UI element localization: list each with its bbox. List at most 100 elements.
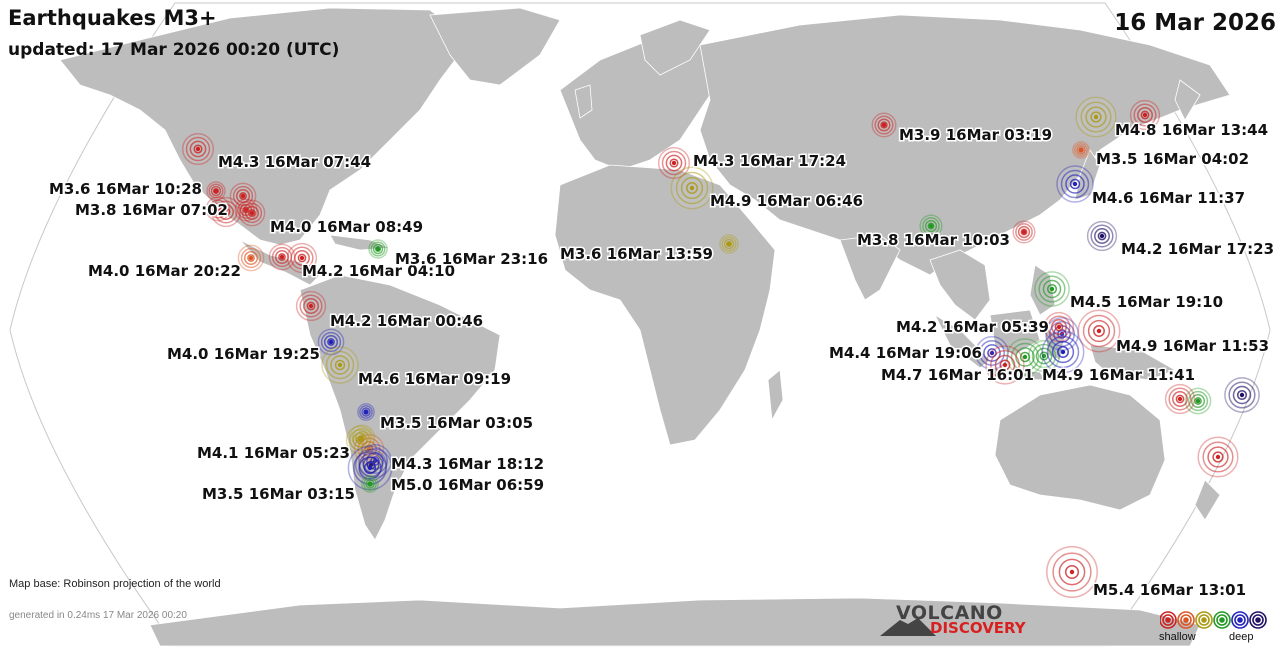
quake-marker[interactable] [237,244,265,272]
epicenter-ring [247,254,255,262]
quake-label[interactable]: M4.2 16Mar 05:39 [894,317,1050,338]
epicenter-ring [1133,103,1157,127]
epicenter-ring [1069,178,1081,190]
epicenter-ring [990,350,1020,380]
quake-marker[interactable] [286,242,318,274]
quake-marker[interactable] [919,214,943,238]
epicenter-ring [278,253,286,261]
quake-label[interactable]: M3.6 16Mar 23:16 [394,249,550,270]
quake-marker[interactable] [1056,165,1094,203]
quake-marker[interactable] [1072,141,1090,159]
quake-marker[interactable] [657,146,691,180]
quake-marker[interactable] [321,346,359,384]
quake-label[interactable]: M4.3 16Mar 07:44 [217,152,373,173]
epicenter-ring [1085,106,1107,128]
epicenter-dot [1142,112,1148,118]
quake-label[interactable]: M4.0 16Mar 08:49 [269,217,425,238]
quake-label[interactable]: M3.9 16Mar 03:19 [898,125,1054,146]
epicenter-ring [374,245,382,253]
quake-label[interactable]: M3.5 16Mar 03:15 [200,484,356,505]
quake-label[interactable]: M5.4 16Mar 13:01 [1092,580,1248,601]
epicenter-ring [210,185,222,197]
quake-marker[interactable] [985,345,1025,385]
quake-label[interactable]: M4.9 16Mar 06:46 [709,191,865,212]
quake-label[interactable]: M4.4 16Mar 19:06 [827,343,983,364]
quake-marker[interactable] [1184,387,1212,415]
epicenter-ring [1175,394,1185,404]
quake-marker[interactable] [719,234,739,254]
quake-label[interactable]: M4.2 16Mar 04:10 [301,261,457,282]
epicenter-dot [1096,328,1102,334]
quake-label[interactable]: M4.8 16Mar 13:44 [1114,120,1270,141]
quake-marker[interactable] [1077,309,1121,353]
quake-label[interactable]: M4.6 16Mar 09:19 [357,369,513,390]
quake-label[interactable]: M4.2 16Mar 17:23 [1120,239,1276,260]
quake-marker[interactable] [345,425,375,455]
quake-marker[interactable] [368,239,388,259]
epicenter-ring [211,202,225,216]
legend-shallow-label: shallow [1159,631,1196,643]
quake-marker[interactable] [1034,271,1070,307]
quake-marker[interactable] [1197,436,1239,478]
quake-label[interactable]: M4.9 16Mar 11:41 [1041,365,1197,386]
epicenter-dot [328,339,334,345]
land-indochina [929,249,991,321]
quake-marker[interactable] [358,444,392,478]
quake-marker[interactable] [317,328,345,356]
epicenter-dot [1195,398,1201,404]
quake-label[interactable]: M3.5 16Mar 04:02 [1095,149,1251,170]
quake-marker[interactable] [361,475,379,493]
quake-marker[interactable] [1046,546,1098,598]
quake-marker[interactable] [357,403,375,421]
epicenter-ring [274,249,290,265]
quake-label[interactable]: M4.3 16Mar 18:12 [390,454,546,475]
epicenter-ring [1020,228,1028,236]
quake-label[interactable]: M4.1 16Mar 05:23 [195,443,351,464]
quake-marker[interactable] [1129,99,1161,131]
quake-marker[interactable] [1075,96,1117,138]
quake-label[interactable]: M3.6 16Mar 13:59 [558,244,714,265]
quake-label[interactable]: M3.8 16Mar 07:02 [73,200,229,221]
epicenter-ring [979,340,1005,366]
quake-label[interactable]: M3.8 16Mar 10:03 [855,230,1011,251]
epicenter-ring [359,405,373,419]
quake-marker[interactable] [1086,220,1118,252]
quake-marker[interactable] [1041,330,1085,374]
quake-marker[interactable] [206,181,226,201]
quake-marker[interactable] [1224,377,1260,413]
quake-marker[interactable] [871,112,897,138]
quake-marker[interactable] [238,199,266,227]
quake-label[interactable]: M4.6 16Mar 11:37 [1091,188,1247,209]
epicenter-dot [1049,286,1055,292]
epicenter-dot [363,409,369,415]
quake-marker[interactable] [295,290,327,322]
quake-label[interactable]: M4.7 16Mar 16:01 [879,365,1035,386]
quake-marker[interactable] [1012,220,1036,244]
quake-label[interactable]: M4.0 16Mar 19:25 [165,344,321,365]
quake-marker[interactable] [205,196,231,222]
quake-label[interactable]: M3.5 16Mar 03:05 [379,413,535,434]
epicenter-ring [1190,393,1206,409]
epicenter-ring [1051,340,1075,364]
quake-label[interactable]: M5.0 16Mar 06:59 [390,475,546,496]
epicenter-ring [1232,385,1252,405]
quake-label[interactable]: M4.9 16Mar 11:53 [1115,336,1271,357]
epicenter-dot [881,122,887,128]
quake-label[interactable]: M4.3 16Mar 17:24 [692,151,848,172]
epicenter-ring [927,222,935,230]
quake-label[interactable]: M3.6 16Mar 10:28 [47,179,203,200]
land-south-america [299,274,501,541]
quake-marker[interactable] [670,166,714,210]
volcano-discovery-logo[interactable]: VOLCANO DISCOVERY [878,602,1038,642]
logo-line-1: VOLCANO [896,602,1003,624]
quake-marker[interactable] [1164,383,1196,415]
quake-marker[interactable] [181,132,215,166]
epicenter-ring [1194,397,1202,405]
quake-label[interactable]: M4.2 16Mar 00:46 [329,311,485,332]
epicenter-ring [248,209,256,217]
epicenter-ring [372,243,384,255]
quake-label[interactable]: M4.0 16Mar 20:22 [86,261,242,282]
quake-marker[interactable] [1043,311,1075,343]
quake-label[interactable]: M4.5 16Mar 19:10 [1069,292,1225,313]
quake-marker[interactable] [1006,338,1044,376]
